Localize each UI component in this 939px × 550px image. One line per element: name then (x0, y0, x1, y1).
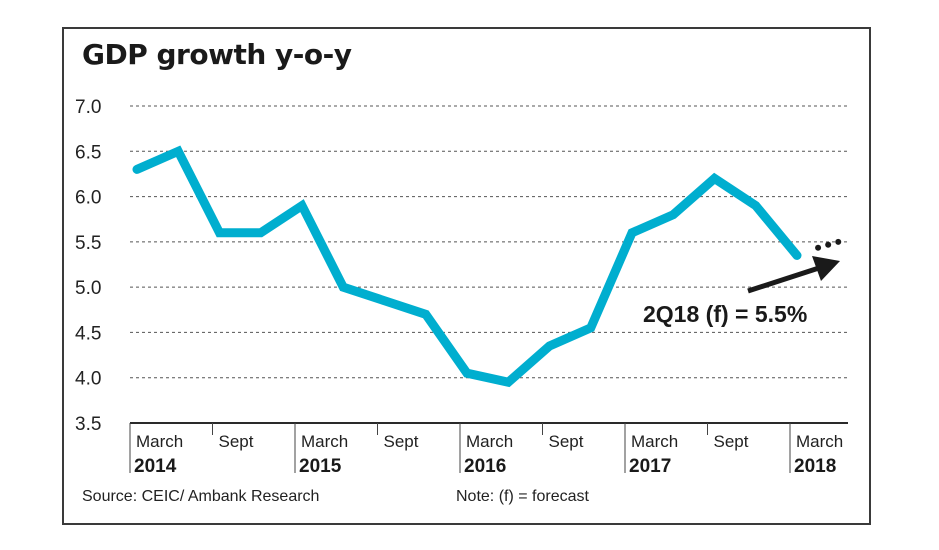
y-tick-label: 5.0 (75, 278, 101, 299)
x-tick-month-label: Sept (714, 432, 749, 451)
series-layer (132, 145, 842, 388)
gridlines (130, 105, 848, 379)
chart-title: GDP growth y-o-y (82, 38, 352, 71)
x-tick-month-label: Sept (219, 432, 254, 451)
x-tick-month-label: Sept (384, 432, 419, 451)
forecast-annotation: 2Q18 (f) = 5.5% (643, 301, 807, 327)
x-tick-month-label: March (301, 432, 348, 451)
y-tick-label: 6.0 (75, 188, 101, 209)
x-tick-year-label: 2014 (134, 456, 177, 477)
x-tick-month-label: Sept (549, 432, 584, 451)
x-tick-year-label: 2018 (794, 456, 836, 477)
y-tick-label: 6.5 (75, 142, 101, 163)
note-text: Note: (f) = forecast (456, 488, 589, 505)
x-tick-year-label: 2017 (629, 456, 671, 477)
x-tick-month-label: March (466, 432, 513, 451)
forecast-dot (825, 241, 832, 248)
y-tick-label: 4.5 (75, 323, 101, 344)
forecast-arrow-shaft (747, 264, 823, 294)
forecast-arrow-head (812, 256, 840, 281)
forecast-dot (815, 244, 822, 251)
forecast-dot (835, 238, 842, 245)
y-tick-label: 3.5 (75, 414, 101, 435)
x-tick-month-label: March (796, 432, 843, 451)
x-axis: March 2014 Sept March 2015 Sept March 2016 Sept M… (129, 422, 848, 477)
series-line (132, 145, 802, 388)
x-tick-month-label: March (136, 432, 183, 451)
x-tick-month-label: March (631, 432, 678, 451)
chart-frame (62, 27, 871, 525)
annotation-layer: 2Q18 (f) = 5.5% (643, 256, 840, 327)
y-tick-label: 5.5 (75, 233, 101, 254)
x-tick-year-label: 2016 (464, 456, 506, 477)
y-tick-label: 7.0 (75, 97, 101, 118)
y-tick-label: 4.0 (75, 369, 101, 390)
x-tick-year-label: 2015 (299, 456, 342, 477)
source-text: Source: CEIC/ Ambank Research (82, 488, 320, 505)
y-axis: 3.5 4.0 4.5 5.0 5.5 6.0 6.5 7.0 (75, 97, 101, 435)
